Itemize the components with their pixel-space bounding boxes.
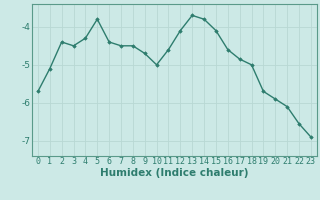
- X-axis label: Humidex (Indice chaleur): Humidex (Indice chaleur): [100, 168, 249, 178]
